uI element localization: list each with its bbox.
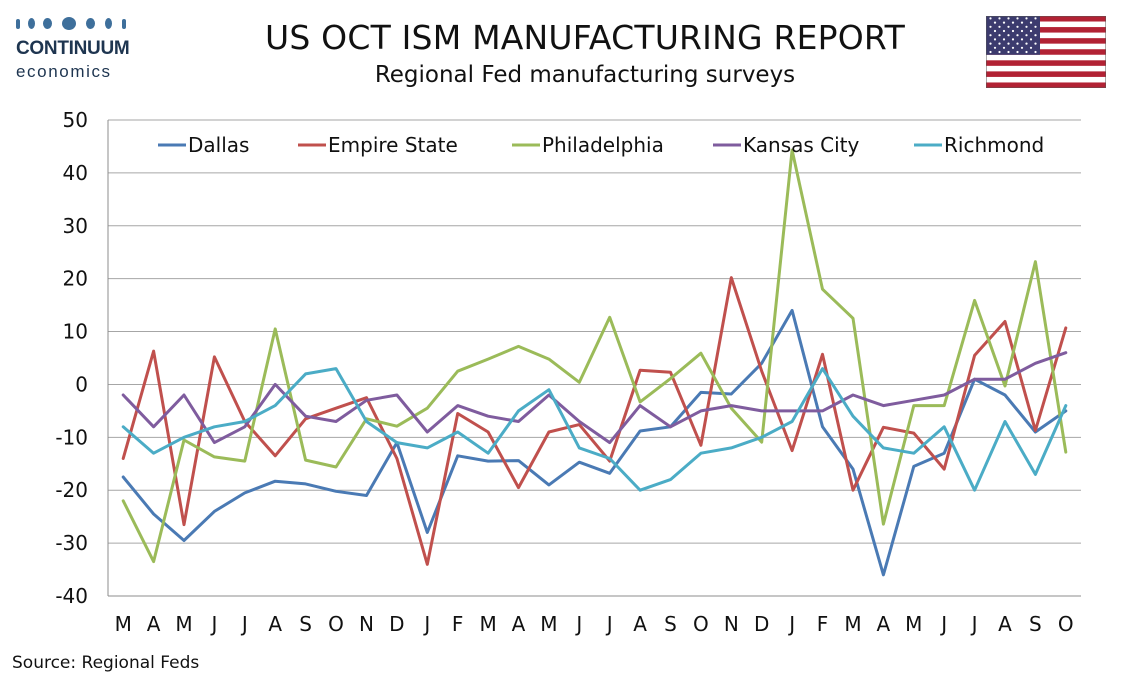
y-tick-label: 30: [63, 214, 88, 238]
x-tick-label: M: [844, 612, 861, 636]
legend-label: Empire State: [328, 133, 458, 157]
x-tick-label: A: [998, 612, 1012, 636]
x-tick-label: J: [939, 612, 947, 636]
series-line-kansas-city: [121, 351, 1068, 445]
logo-name: CONTINUUM: [16, 38, 130, 59]
logo: CONTINUUM economics: [12, 14, 142, 81]
x-tick-label: O: [328, 612, 344, 636]
chart-title: US OCT ISM MANUFACTURING REPORT: [264, 18, 906, 57]
x-tick-label: M: [905, 612, 922, 636]
x-tick-label: A: [877, 612, 891, 636]
y-tick-label: 10: [63, 320, 88, 344]
x-tick-label: J: [787, 612, 795, 636]
chart-subtitle: Regional Fed manufacturing surveys: [374, 62, 796, 88]
x-tick-label: M: [479, 612, 496, 636]
x-tick-label: D: [389, 612, 404, 636]
series-line-richmond: [121, 367, 1068, 492]
legend-label: Richmond: [944, 133, 1044, 157]
x-tick-label: O: [693, 612, 709, 636]
y-tick-label: -40: [55, 584, 88, 608]
series-line-dallas: [121, 308, 1068, 577]
y-tick-label: 0: [75, 372, 88, 396]
x-tick-label: M: [175, 612, 192, 636]
legend-label: Kansas City: [743, 133, 860, 157]
x-tick-label: S: [664, 612, 677, 636]
x-tick-label: N: [724, 612, 739, 636]
x-tick-label: N: [359, 612, 374, 636]
x-tick-label: J: [574, 612, 582, 636]
x-tick-label: A: [512, 612, 526, 636]
x-tick-label: J: [422, 612, 430, 636]
x-tick-label: S: [1029, 612, 1042, 636]
y-tick-label: -30: [55, 531, 88, 555]
source-note: Source: Regional Feds: [12, 653, 200, 673]
x-tick-label: A: [268, 612, 282, 636]
legend-label: Philadelphia: [542, 133, 664, 157]
x-tick-label: O: [1058, 612, 1074, 636]
x-tick-label: M: [540, 612, 557, 636]
y-tick-label: -10: [55, 425, 88, 449]
x-tick-label: F: [817, 612, 829, 636]
x-tick-label: J: [209, 612, 217, 636]
x-tick-label: A: [633, 612, 647, 636]
x-tick-label: J: [240, 612, 248, 636]
legend-label: Dallas: [188, 133, 249, 157]
logo-subtitle: economics: [16, 62, 112, 81]
x-tick-label: J: [970, 612, 978, 636]
x-tick-label: D: [754, 612, 769, 636]
y-tick-label: 50: [63, 108, 88, 132]
x-tick-label: F: [452, 612, 464, 636]
y-tick-label: -20: [55, 478, 88, 502]
y-tick-label: 40: [63, 161, 88, 185]
us-flag-icon: [986, 16, 1106, 88]
series-line-philadelphia: [121, 148, 1068, 564]
x-tick-label: S: [299, 612, 312, 636]
x-tick-label: A: [147, 612, 161, 636]
x-tick-label: M: [115, 612, 132, 636]
series-line-empire-state: [121, 276, 1068, 566]
y-tick-label: 20: [63, 267, 88, 291]
x-tick-label: J: [605, 612, 613, 636]
